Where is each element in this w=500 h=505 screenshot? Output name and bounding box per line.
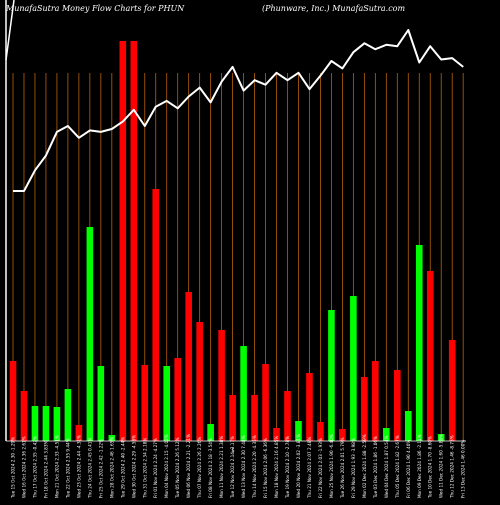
x-tick-label: Wed 30 Oct 2024 2.29 -4.58%	[131, 435, 136, 498]
x-tick-label: Wed 11 Dec 2024 1.60 -5.88%	[439, 434, 444, 498]
x-tick-label: Wed 23 Oct 2024 2.44 -4.31%	[76, 435, 81, 498]
money-flow-bar	[108, 435, 116, 441]
tick-layer: Tue 15 Oct 2024 2.30 -1.29% Wed 16 Oct 20…	[11, 434, 466, 499]
money-flow-bar	[141, 365, 149, 441]
x-tick-label: Mon 18 Nov 2024 2.16 4.85%	[274, 436, 279, 498]
x-tick-label: Tue 03 Dec 2024 1.86 -1.06%	[373, 436, 378, 499]
x-tick-label: Thu 17 Oct 2024 2.35 -0.42%	[32, 436, 37, 499]
money-flow-bar	[295, 421, 302, 441]
money-flow-bar	[75, 425, 83, 441]
money-flow-bar	[163, 366, 171, 441]
money-flow-bar	[207, 424, 214, 441]
x-tick-label: Fri 18 Oct 2024 2.44 3.83%	[43, 440, 48, 498]
line-layer	[13, 29, 464, 192]
money-flow-bar	[251, 395, 258, 441]
money-flow-bar	[152, 189, 160, 441]
money-flow-bar	[262, 364, 269, 441]
x-tick-label: Fri 15 Nov 2024 2.06 -6.36%	[263, 438, 268, 498]
money-flow-bar	[284, 391, 291, 441]
x-tick-label: Mon 04 Nov 2024 2.15 -4.02%	[164, 434, 169, 498]
x-tick-label: Fri 06 Dec 2024 1.90 4.40%	[406, 440, 411, 498]
money-flow-bar	[86, 227, 94, 441]
x-tick-label: Mon 25 Nov 2024 1.90 -6.40%	[329, 434, 334, 498]
x-tick-label: Fri 22 Nov 2024 2.03 -1.93%	[318, 438, 323, 498]
x-tick-label: Thu 07 Nov 2024 2.26 2.26%	[197, 437, 202, 499]
x-tick-label: Thu 14 Nov 2024 2.20 -4.35%	[252, 435, 257, 499]
x-tick-label: Wed 13 Nov 2024 2.30 7.48%	[241, 435, 246, 498]
money-flow-bar	[273, 428, 280, 441]
x-tick-label: Thu 31 Oct 2024 2.34 2.18%	[142, 438, 147, 499]
money-flow-bar	[317, 422, 324, 441]
x-tick-label: Wed 20 Nov 2024 2.02 -3.81%	[296, 434, 301, 498]
x-tick-label: Fri 29 Nov 2024 1.93 -3.98%	[351, 438, 356, 498]
bar-layer	[9, 41, 456, 441]
chart-title-right: (Phunware, Inc.) MunafaSutra.com	[262, 4, 406, 13]
x-tick-label: Fri 01 Nov 2024 2.24 -4.27%	[153, 438, 158, 498]
money-flow-bar	[350, 296, 357, 441]
money-flow-bar	[174, 358, 181, 441]
money-flow-bar	[328, 310, 335, 441]
money-flow-bar	[97, 366, 105, 441]
money-flow-bar	[229, 395, 236, 441]
money-flow-bar	[196, 322, 203, 441]
money-flow-bar	[394, 370, 401, 441]
x-tick-label: Wed 16 Oct 2024 2.36 2.61%	[21, 436, 26, 498]
money-flow-bar	[361, 377, 368, 441]
x-tick-label: Fri 08 Nov 2024 2.18 -3.54%	[208, 438, 213, 498]
chart-title-left: MunafaSutra Money Flow Charts for PHUN	[5, 4, 185, 13]
price-line	[13, 29, 464, 192]
x-tick-label: Mon 11 Nov 2024 2.21 1.38%	[219, 436, 224, 498]
money-flow-bar	[415, 245, 423, 441]
x-tick-label: Thu 05 Dec 2024 1.82 -2.67%	[395, 435, 400, 499]
money-flow-bar	[437, 434, 445, 441]
money-flow-bar	[119, 41, 127, 441]
money-flow-bar	[218, 330, 225, 441]
left-edge-line-tail	[5, 0, 15, 61]
x-tick-label: Mon 28 Oct 2024 2.46 1.65%	[109, 437, 114, 498]
x-tick-label: Tue 22 Oct 2024 2.55 9.44%	[65, 438, 70, 499]
x-tick-label: Mon 21 Oct 2024 2.33 -4.51%	[54, 435, 59, 498]
money-flow-bar	[185, 292, 192, 441]
money-flow-bar	[53, 407, 61, 441]
x-tick-label: Wed 04 Dec 2024 1.87 0.54%	[384, 435, 389, 498]
money-flow-bar	[404, 411, 412, 441]
x-tick-label: Thu 24 Oct 2024 2.45 0.41%	[87, 438, 92, 499]
money-flow-bar	[383, 428, 390, 441]
x-tick-label: Wed 06 Nov 2024 2.21 -2.21%	[186, 434, 191, 498]
x-tick-label: Mon 02 Dec 2024 1.88 -2.59%	[362, 434, 367, 498]
x-tick-label: Tue 10 Dec 2024 1.70 -8.60%	[428, 436, 433, 499]
money-flow-bar	[372, 361, 379, 441]
x-tick-label: Mon 09 Dec 2024 1.86 -2.11%	[417, 434, 422, 498]
money-flow-bar	[306, 373, 313, 441]
money-flow-bar	[42, 406, 50, 441]
x-tick-label: Fri 13 Dec 2024 1.46 0.00%	[461, 440, 466, 498]
money-flow-bar	[448, 340, 456, 441]
x-tick-label: Tue 05 Nov 2024 2.26 5.12%	[175, 437, 180, 499]
x-axis-marker: $	[231, 448, 234, 454]
x-tick-label: Tue 15 Oct 2024 2.30 -1.29%	[11, 437, 16, 499]
money-flow-bar	[426, 271, 434, 441]
x-tick-label: Tue 29 Oct 2024 2.40 -2.44%	[120, 437, 125, 499]
money-flow-bar	[64, 389, 72, 441]
money-flow-bar	[339, 429, 346, 441]
money-flow-bar	[31, 406, 39, 441]
x-tick-label: Thu 12 Dec 2024 1.46 -8.75%	[450, 435, 455, 499]
x-tick-label: Thu 21 Nov 2024 2.07 2.48%	[307, 437, 312, 499]
money-flow-bar	[9, 361, 17, 441]
x-tick-label: Tue 26 Nov 2024 2.01 5.79%	[340, 437, 345, 499]
money-flow-bar	[20, 391, 28, 441]
x-tick-label: Tue 19 Nov 2024 2.10 -2.78%	[285, 436, 290, 499]
x-tick-label: Tue 12 Nov 2024 2.14 -3.17%	[230, 436, 235, 499]
money-flow-bar	[240, 346, 247, 441]
money-flow-bar	[130, 41, 138, 441]
x-tick-label: Fri 25 Oct 2024 2.42 -1.22%	[98, 439, 103, 498]
